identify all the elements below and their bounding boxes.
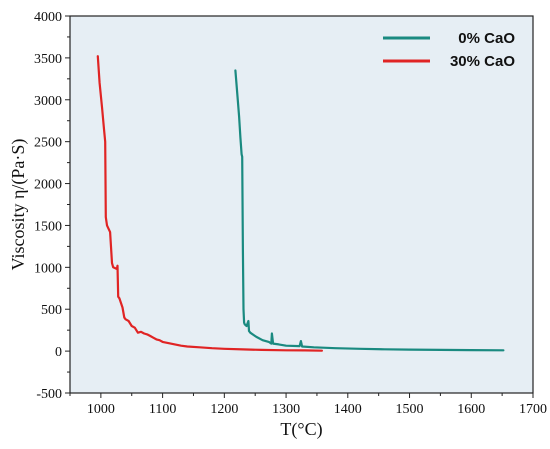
x-tick-label: 1300 (272, 402, 300, 417)
y-tick-label: -500 (36, 387, 62, 402)
legend-label-1: 30% CaO (450, 53, 515, 70)
y-tick-label: 3500 (34, 52, 62, 67)
y-tick-label: 2000 (34, 178, 62, 193)
y-tick-label: 4000 (34, 10, 62, 25)
plot-area (70, 16, 533, 393)
legend: 0% CaO 30% CaO (383, 30, 515, 70)
x-tick-label: 1400 (334, 402, 362, 417)
y-tick-label: 3000 (34, 94, 62, 109)
series-layer (96, 55, 505, 352)
y-tick-label: 500 (41, 303, 62, 318)
x-tick-label: 1000 (87, 402, 115, 417)
y-tick-label: 2500 (34, 136, 62, 151)
x-tick-label: 1700 (519, 402, 547, 417)
x-tick-label: 1100 (149, 402, 176, 417)
x-axis-title: T(°C) (280, 419, 322, 440)
y-tick-label: 0 (55, 345, 62, 360)
y-tick-label: 1500 (34, 219, 62, 234)
x-tick-label: 1200 (210, 402, 238, 417)
legend-label-0: 0% CaO (458, 30, 515, 47)
series-line-0 (234, 69, 505, 352)
y-axis-title: Viscosity η/(Pa·S) (8, 139, 29, 271)
x-tick-label: 1600 (457, 402, 485, 417)
axes: 1000 1100 1200 1300 1400 1500 1600 1700 -500 0 500… (34, 10, 547, 417)
series-line-1 (96, 55, 323, 352)
y-tick-label: 1000 (34, 261, 62, 276)
x-tick-label: 1500 (396, 402, 424, 417)
